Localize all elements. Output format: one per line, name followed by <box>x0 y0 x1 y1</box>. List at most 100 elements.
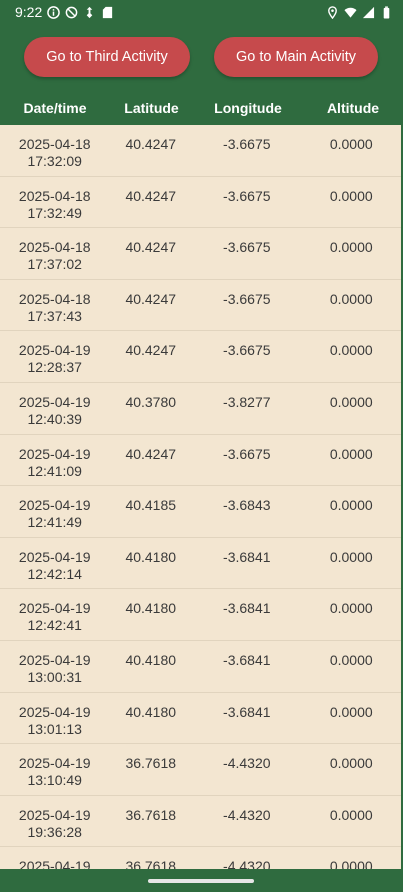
table-header: Date/time Latitude Longitude Altitude <box>0 90 403 125</box>
cell-altitude: 0.0000 <box>329 858 373 869</box>
cell-altitude: 0.0000 <box>329 342 373 359</box>
vpn-key-icon <box>83 6 96 19</box>
cell-longitude: -3.6675 <box>223 239 271 256</box>
location-table[interactable]: 2025-04-18 17:32:09 40.4247 -3.6675 0.0000 20… <box>0 125 401 869</box>
info-icon <box>47 5 61 19</box>
table-row: 2025-04-19 12:42:14 40.4180 -3.6841 0.0000 <box>0 538 401 590</box>
cell-datetime: 2025-04-19 12:41:49 <box>0 497 109 531</box>
table-row: 2025-04-19 13:01:13 40.4180 -3.6841 0.0000 <box>0 693 401 745</box>
cell-altitude: 0.0000 <box>329 497 373 514</box>
cell-date: 2025-04-19 <box>18 858 91 869</box>
go-to-main-activity-button[interactable]: Go to Main Activity <box>214 37 378 77</box>
cell-date: 2025-04-19 <box>18 806 91 823</box>
button-row: Go to Third Activity Go to Main Activity <box>0 24 403 90</box>
cell-altitude: 0.0000 <box>329 703 373 720</box>
table-row: 2025-04-18 17:32:49 40.4247 -3.6675 0.0000 <box>0 177 401 229</box>
cell-latitude: 40.4247 <box>125 445 177 462</box>
status-bar: 9:22 <box>0 0 403 24</box>
cell-altitude: 0.0000 <box>329 393 373 410</box>
cell-date: 2025-04-18 <box>18 136 91 152</box>
table-row: 2025-04-19 12:41:49 40.4185 -3.6843 0.0000 <box>0 486 401 538</box>
table-row: 2025-04-18 17:37:02 40.4247 -3.6675 0.0000 <box>0 228 401 280</box>
cell-time: 12:42:41 <box>27 617 82 634</box>
location-icon <box>326 5 339 19</box>
wifi-icon <box>344 6 357 19</box>
cell-latitude: 40.4180 <box>125 651 177 668</box>
cell-time: 13:10:49 <box>27 772 82 789</box>
cell-altitude: 0.0000 <box>329 187 373 204</box>
cell-longitude: -3.6675 <box>223 290 271 307</box>
cell-datetime: 2025-04-19 13:01:13 <box>0 704 109 738</box>
cell-date: 2025-04-19 <box>18 445 91 462</box>
cell-date: 2025-04-18 <box>18 239 91 256</box>
cell-latitude: 40.4180 <box>125 600 177 617</box>
cell-latitude: 40.4247 <box>125 136 177 152</box>
table-row: 2025-04-19 12:40:39 40.3780 -3.8277 0.0000 <box>0 383 401 435</box>
cell-longitude: -3.6843 <box>223 497 271 514</box>
cell-latitude: 40.4247 <box>125 342 177 359</box>
cell-datetime: 2025-04-19 12:28:37 <box>0 342 109 376</box>
table-row: 2025-04-19 13:00:31 40.4180 -3.6841 0.0000 <box>0 641 401 693</box>
cell-latitude: 40.4180 <box>125 703 177 720</box>
cell-datetime: 2025-04-19 <box>0 858 109 869</box>
cell-altitude: 0.0000 <box>329 136 373 152</box>
cell-datetime: 2025-04-18 17:32:49 <box>0 188 109 222</box>
cell-datetime: 2025-04-19 12:40:39 <box>0 394 109 428</box>
cell-date: 2025-04-19 <box>18 755 91 772</box>
cell-datetime: 2025-04-19 12:42:14 <box>0 549 109 583</box>
cell-datetime: 2025-04-18 17:32:09 <box>0 136 109 170</box>
cell-longitude: -3.6675 <box>223 445 271 462</box>
status-time: 9:22 <box>15 4 43 20</box>
cell-time: 12:42:14 <box>27 565 82 582</box>
cell-latitude: 40.4180 <box>125 548 177 565</box>
cell-time: 13:00:31 <box>27 668 82 685</box>
cell-longitude: -3.6841 <box>223 548 271 565</box>
header-latitude: Latitude <box>124 99 179 116</box>
cell-latitude: 40.4247 <box>125 187 177 204</box>
cell-date: 2025-04-19 <box>18 393 91 410</box>
cell-latitude: 40.3780 <box>125 393 177 410</box>
header-datetime: Date/time <box>23 99 87 116</box>
cell-datetime: 2025-04-18 17:37:43 <box>0 291 109 325</box>
go-to-third-activity-button[interactable]: Go to Third Activity <box>24 37 190 77</box>
cell-date: 2025-04-18 <box>18 187 91 204</box>
cell-altitude: 0.0000 <box>329 548 373 565</box>
cell-latitude: 36.7618 <box>125 755 177 772</box>
cell-longitude: -3.6675 <box>223 136 271 152</box>
cell-altitude: 0.0000 <box>329 290 373 307</box>
cell-longitude: -3.8277 <box>223 393 271 410</box>
table-row: 2025-04-19 13:10:49 36.7618 -4.4320 0.0000 <box>0 744 401 796</box>
signal-icon <box>362 6 375 19</box>
cell-datetime: 2025-04-19 12:42:41 <box>0 600 109 634</box>
home-gesture-handle[interactable] <box>148 879 254 883</box>
status-left: 9:22 <box>15 4 114 20</box>
status-right <box>326 5 393 19</box>
table-row: 2025-04-19 36.7618 -4.4320 0.0000 <box>0 847 401 869</box>
table-row: 2025-04-19 12:42:41 40.4180 -3.6841 0.0000 <box>0 589 401 641</box>
cell-date: 2025-04-19 <box>18 342 91 359</box>
cell-longitude: -4.4320 <box>223 858 271 869</box>
do-not-disturb-icon <box>65 6 78 19</box>
table-row: 2025-04-19 12:41:09 40.4247 -3.6675 0.0000 <box>0 435 401 487</box>
table-row: 2025-04-19 19:36:28 36.7618 -4.4320 0.0000 <box>0 796 401 848</box>
battery-icon <box>380 5 393 19</box>
cell-altitude: 0.0000 <box>329 600 373 617</box>
cell-altitude: 0.0000 <box>329 806 373 823</box>
header-altitude: Altitude <box>326 99 380 116</box>
cell-datetime: 2025-04-19 13:00:31 <box>0 652 109 686</box>
cell-altitude: 0.0000 <box>329 239 373 256</box>
cell-latitude: 40.4185 <box>125 497 177 514</box>
cell-datetime: 2025-04-18 17:37:02 <box>0 239 109 273</box>
cell-latitude: 36.7618 <box>125 858 177 869</box>
cell-date: 2025-04-19 <box>18 497 91 514</box>
cell-latitude: 40.4247 <box>125 239 177 256</box>
cell-date: 2025-04-19 <box>18 548 91 565</box>
cell-altitude: 0.0000 <box>329 445 373 462</box>
cell-altitude: 0.0000 <box>329 755 373 772</box>
cell-date: 2025-04-19 <box>18 600 91 617</box>
cell-date: 2025-04-19 <box>18 703 91 720</box>
cell-time: 12:41:49 <box>27 514 82 531</box>
cell-time: 17:32:49 <box>27 204 82 221</box>
table-row: 2025-04-18 17:37:43 40.4247 -3.6675 0.0000 <box>0 280 401 332</box>
cell-time: 17:37:43 <box>27 307 82 324</box>
